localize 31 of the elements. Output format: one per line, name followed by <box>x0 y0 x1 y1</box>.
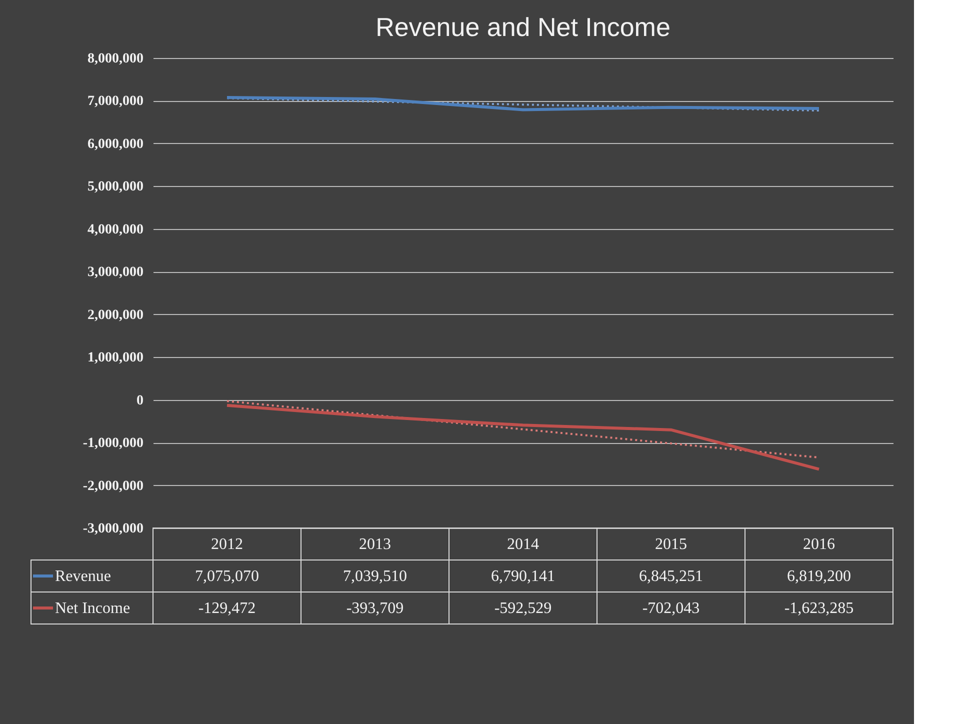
y-tick-label: 2,000,000 <box>88 308 144 323</box>
y-tick-label: 8,000,000 <box>88 52 144 66</box>
data-label: 6,845,251 <box>639 568 703 585</box>
data-label: -592,529 <box>494 600 552 617</box>
data-label: -1,623,285 <box>784 600 854 617</box>
x-tick-label: 2012 <box>211 536 243 553</box>
y-tick-label: 1,000,000 <box>88 350 144 366</box>
y-tick-label: -1,000,000 <box>82 436 144 452</box>
y-tick-label: 3,000,000 <box>88 265 144 280</box>
y-tick-label: 7,000,000 <box>88 94 144 110</box>
legend-label: Revenue <box>55 568 111 585</box>
data-label: 6,790,141 <box>491 568 555 585</box>
data-label: -702,043 <box>642 600 700 617</box>
x-tick-label: 2015 <box>655 536 687 553</box>
y-tick-label: -2,000,000 <box>82 478 144 494</box>
x-tick-label: 2014 <box>507 536 539 553</box>
y-tick-label: -3,000,000 <box>82 522 144 536</box>
line-series <box>226 404 820 471</box>
data-label: 7,075,070 <box>195 568 259 585</box>
y-tick-label: 4,000,000 <box>88 222 144 238</box>
data-label: -129,472 <box>198 600 256 617</box>
data-label: 7,039,510 <box>343 568 407 585</box>
chart-title: Revenue and Net Income <box>376 12 670 42</box>
y-tick-label: 6,000,000 <box>88 136 144 152</box>
x-tick-label: 2013 <box>359 536 391 553</box>
data-label: 6,819,200 <box>787 568 851 585</box>
x-tick-label: 2016 <box>803 536 835 553</box>
y-tick-label: 0 <box>136 393 144 408</box>
legend-label: Net Income <box>55 600 130 617</box>
data-label: -393,709 <box>346 600 404 617</box>
y-tick-label: 5,000,000 <box>88 180 144 195</box>
